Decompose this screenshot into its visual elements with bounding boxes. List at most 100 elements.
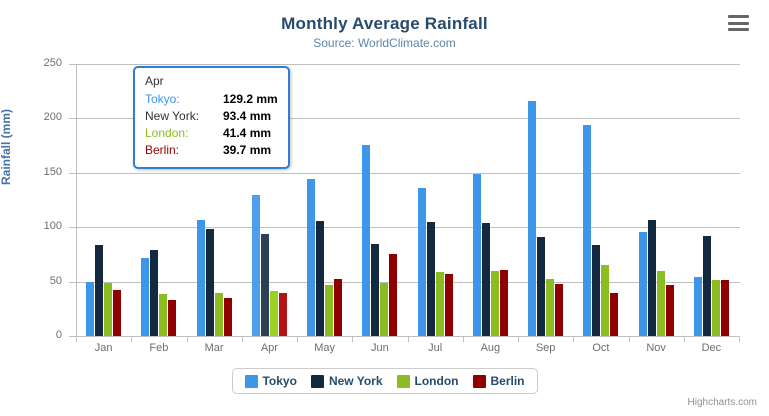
- page-title: Monthly Average Rainfall: [281, 14, 488, 33]
- bar-new-york-jan[interactable]: [95, 245, 104, 336]
- legend: Tokyo New York London Berlin: [231, 368, 538, 394]
- bar-berlin-dec[interactable]: [720, 280, 729, 336]
- gridline: [77, 172, 740, 174]
- x-axis-tick: [76, 336, 77, 342]
- y-axis-tick-label: 250: [43, 57, 62, 69]
- bar-london-may[interactable]: [325, 284, 334, 336]
- legend-item-new-york[interactable]: New York: [310, 374, 383, 388]
- y-axis-tick: [69, 336, 76, 337]
- bars-layer: [76, 64, 739, 336]
- bar-berlin-jul[interactable]: [444, 273, 453, 336]
- tooltip: Apr Tokyo: 129.2 mm New York: 93.4 mm London…: [133, 66, 290, 169]
- bar-london-jul[interactable]: [435, 271, 444, 336]
- y-axis-tick-label: 50: [49, 274, 62, 287]
- bar-berlin-feb[interactable]: [168, 299, 177, 336]
- y-axis-tick: [69, 227, 76, 229]
- bar-london-mar[interactable]: [214, 293, 223, 336]
- credits-link[interactable]: Highcharts.com: [687, 397, 757, 408]
- legend-swatch-icon: [244, 374, 258, 388]
- bar-tokyo-may[interactable]: [307, 179, 316, 336]
- tooltip-row: Berlin: 39.7 mm: [145, 142, 278, 159]
- bar-new-york-jun[interactable]: [371, 244, 380, 336]
- bar-london-oct[interactable]: [601, 265, 610, 336]
- bar-tokyo-jan[interactable]: [86, 281, 95, 336]
- bar-london-aug[interactable]: [490, 271, 499, 336]
- gridline: [77, 118, 740, 120]
- hamburger-menu-icon[interactable]: [728, 15, 749, 31]
- bar-london-apr[interactable]: [269, 290, 278, 336]
- tooltip-category: Apr: [145, 74, 164, 88]
- bar-tokyo-dec[interactable]: [693, 276, 702, 336]
- y-axis-title: Rainfall (mm): [0, 109, 13, 186]
- bar-new-york-jul[interactable]: [426, 221, 435, 336]
- bar-tokyo-jun[interactable]: [362, 144, 371, 336]
- y-axis-tick-label: 150: [43, 165, 62, 178]
- bar-berlin-jan[interactable]: [113, 289, 122, 336]
- bar-london-jun[interactable]: [380, 283, 389, 336]
- x-axis-tick-label: May: [314, 342, 336, 354]
- tooltip-series-name: London:: [145, 126, 189, 140]
- bar-new-york-nov[interactable]: [647, 220, 656, 336]
- bar-new-york-feb[interactable]: [150, 250, 159, 336]
- bar-tokyo-jul[interactable]: [417, 188, 426, 336]
- x-axis-tick: [297, 336, 298, 342]
- bar-london-feb[interactable]: [159, 293, 168, 336]
- chart-subtitle: Source: WorldClimate.com: [313, 36, 456, 50]
- x-axis-tick: [352, 336, 354, 342]
- legend-item-label: New York: [328, 374, 383, 388]
- legend-item-tokyo[interactable]: Tokyo: [244, 374, 297, 388]
- plot-area: [76, 64, 740, 336]
- bar-new-york-oct[interactable]: [592, 245, 601, 336]
- tooltip-series-name: Tokyo:: [145, 92, 180, 106]
- tooltip-row: London: 41.4 mm: [145, 125, 278, 142]
- x-axis-tick-label: Apr: [260, 342, 278, 354]
- bar-tokyo-mar[interactable]: [196, 220, 205, 336]
- bar-tokyo-oct[interactable]: [583, 124, 592, 336]
- bar-new-york-apr[interactable]: [260, 234, 269, 336]
- bar-berlin-nov[interactable]: [665, 285, 674, 336]
- x-axis-tick: [407, 336, 409, 342]
- bar-tokyo-apr[interactable]: [251, 195, 260, 336]
- bar-berlin-sep[interactable]: [555, 284, 564, 336]
- tooltip-series-value: 93.4 mm: [223, 109, 272, 123]
- bar-new-york-dec[interactable]: [702, 235, 711, 336]
- bar-london-jan[interactable]: [104, 282, 113, 336]
- x-axis-tick: [628, 336, 630, 342]
- bar-london-sep[interactable]: [546, 279, 555, 336]
- bar-berlin-may[interactable]: [334, 278, 343, 336]
- bar-london-nov[interactable]: [656, 271, 665, 336]
- x-axis-tick: [739, 336, 740, 342]
- legend-item-london[interactable]: London: [396, 374, 459, 388]
- bar-new-york-may[interactable]: [316, 220, 325, 336]
- bar-new-york-sep[interactable]: [537, 236, 546, 336]
- bar-tokyo-aug[interactable]: [472, 174, 481, 336]
- legend-swatch-icon: [310, 374, 324, 388]
- bar-berlin-mar[interactable]: [223, 298, 232, 336]
- x-axis-tick: [518, 336, 519, 342]
- bar-tokyo-nov[interactable]: [638, 232, 647, 336]
- legend-item-berlin[interactable]: Berlin: [472, 374, 525, 388]
- gridline: [77, 64, 740, 65]
- tooltip-series-value: 129.2 mm: [223, 92, 278, 106]
- x-axis-tick: [131, 336, 133, 342]
- bar-new-york-mar[interactable]: [205, 228, 214, 336]
- y-axis-tick-label: 100: [43, 220, 62, 233]
- y-axis-tick: [69, 281, 76, 283]
- bar-berlin-aug[interactable]: [499, 270, 508, 336]
- legend-swatch-icon: [396, 374, 410, 388]
- x-axis-tick-label: Mar: [204, 342, 224, 354]
- bar-berlin-jun[interactable]: [389, 253, 398, 336]
- bar-london-dec[interactable]: [711, 280, 720, 336]
- bar-tokyo-feb[interactable]: [141, 258, 150, 336]
- bar-berlin-oct[interactable]: [610, 293, 619, 336]
- bar-new-york-aug[interactable]: [481, 222, 490, 336]
- gridline: [77, 227, 740, 229]
- bar-tokyo-sep[interactable]: [528, 100, 537, 336]
- legend-item-label: London: [414, 374, 459, 388]
- x-axis-tick-label: Feb: [149, 342, 169, 354]
- tooltip-series-name: New York:: [145, 109, 200, 123]
- tooltip-series-value: 41.4 mm: [223, 126, 272, 140]
- x-axis-tick-label: Oct: [592, 342, 610, 354]
- bar-berlin-apr[interactable]: [278, 292, 287, 336]
- x-axis-tick-label: Sep: [535, 342, 556, 354]
